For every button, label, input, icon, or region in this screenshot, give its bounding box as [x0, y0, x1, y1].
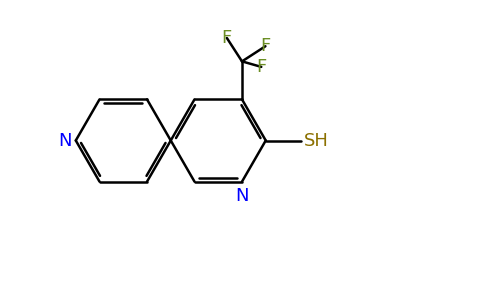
Text: N: N	[235, 187, 249, 205]
Text: SH: SH	[304, 131, 329, 149]
Text: N: N	[59, 131, 72, 149]
Text: F: F	[260, 37, 271, 55]
Text: F: F	[256, 58, 266, 76]
Text: F: F	[222, 29, 232, 47]
